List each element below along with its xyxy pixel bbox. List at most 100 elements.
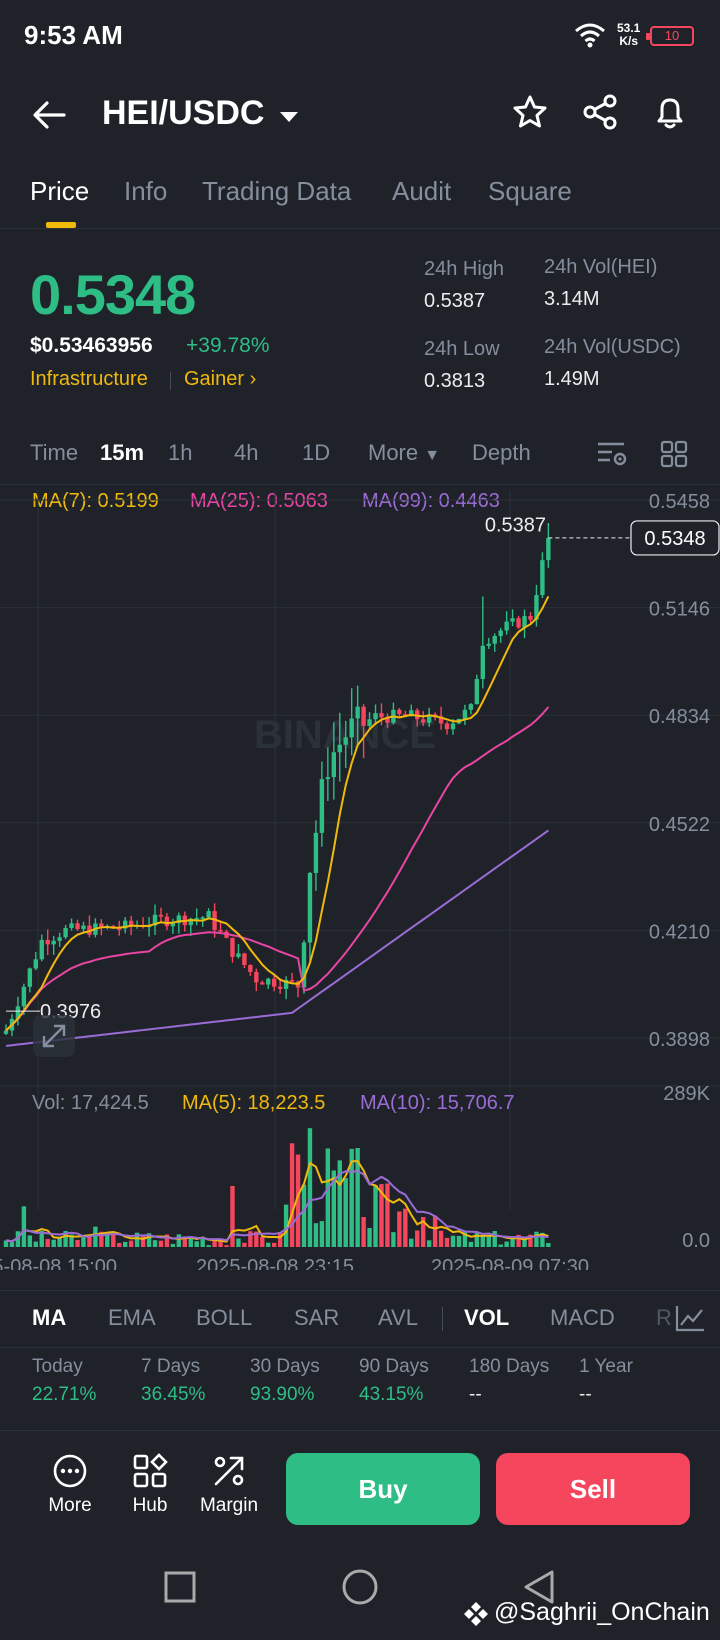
price-tick-label: 0.4834 bbox=[649, 706, 710, 728]
indicator-avl[interactable]: AVL bbox=[378, 1305, 418, 1330]
volume-bar bbox=[194, 1241, 199, 1247]
margin-button[interactable]: Margin bbox=[196, 1453, 262, 1517]
indicator-rsi[interactable]: R bbox=[656, 1305, 672, 1330]
volume-bar bbox=[206, 1245, 211, 1247]
tab-price[interactable]: Price bbox=[30, 176, 90, 206]
perf-label: Today bbox=[32, 1356, 83, 1377]
candle-body bbox=[343, 737, 348, 745]
volume-bar bbox=[313, 1223, 319, 1247]
indicator-sar[interactable]: SAR bbox=[294, 1305, 340, 1330]
candle-body bbox=[480, 645, 485, 680]
candle-body bbox=[438, 716, 444, 724]
candle-body bbox=[468, 704, 474, 710]
candle-body bbox=[272, 978, 277, 987]
indicator-ma[interactable]: MA bbox=[32, 1305, 67, 1330]
volume-bar bbox=[170, 1243, 176, 1247]
expand-icon[interactable] bbox=[32, 1014, 76, 1058]
gainer-tag[interactable]: Gainer › bbox=[184, 368, 257, 390]
volume-bar bbox=[307, 1128, 313, 1247]
volume-axis: 289K 0.0 bbox=[663, 1083, 710, 1252]
indicator-ema[interactable]: EMA bbox=[108, 1305, 156, 1330]
sell-button[interactable]: Sell bbox=[496, 1453, 690, 1525]
more-button[interactable]: More bbox=[40, 1453, 100, 1517]
candle-body bbox=[421, 719, 426, 723]
indicator-vol[interactable]: VOL bbox=[464, 1305, 510, 1330]
candle-body bbox=[3, 1030, 9, 1034]
tab-square[interactable]: Square bbox=[488, 176, 572, 206]
volume-bar bbox=[134, 1232, 140, 1247]
volume-bar bbox=[176, 1234, 182, 1247]
chart-settings-icon[interactable] bbox=[596, 440, 628, 468]
volume-bar bbox=[438, 1230, 444, 1247]
volume-bar bbox=[230, 1185, 235, 1247]
interval-more[interactable]: More ▼ bbox=[368, 440, 441, 465]
candle-body bbox=[81, 925, 86, 930]
tab-info[interactable]: Info bbox=[124, 176, 168, 206]
high-label: 24h High bbox=[424, 258, 505, 280]
volume-bar bbox=[81, 1235, 86, 1247]
indicator-settings-icon[interactable] bbox=[674, 1303, 706, 1333]
grid-layout-icon[interactable] bbox=[660, 440, 688, 468]
candle-body bbox=[39, 939, 44, 960]
indicator-boll[interactable]: BOLL bbox=[196, 1305, 253, 1330]
interval-15m[interactable]: 15m bbox=[100, 440, 145, 465]
candle-body bbox=[99, 923, 104, 927]
volume-bar bbox=[295, 1154, 301, 1247]
volume-bar bbox=[373, 1185, 378, 1247]
interval-depth[interactable]: Depth bbox=[472, 440, 531, 465]
candle-body bbox=[397, 709, 402, 715]
candle-body bbox=[486, 643, 491, 646]
recents-square-icon[interactable] bbox=[164, 1571, 196, 1603]
volume-bar bbox=[3, 1240, 9, 1247]
volume-bar bbox=[105, 1234, 110, 1247]
tab-audit[interactable]: Audit bbox=[392, 176, 452, 206]
volume-bar bbox=[277, 1232, 283, 1247]
candle-body bbox=[45, 939, 50, 945]
volume-bar bbox=[343, 1178, 348, 1247]
volume-bar bbox=[9, 1242, 15, 1247]
candle-body bbox=[212, 911, 217, 930]
pair-title[interactable]: HEI/USDC bbox=[102, 94, 265, 132]
share-icon[interactable] bbox=[582, 94, 618, 130]
buy-button[interactable]: Buy bbox=[286, 1453, 480, 1525]
chevron-right-icon: › bbox=[249, 368, 257, 390]
interval-time[interactable]: Time bbox=[30, 440, 79, 465]
indicator-macd[interactable]: MACD bbox=[550, 1305, 615, 1330]
candlestick-chart[interactable]: BINANCE 0.54580.51460.48340.45220.42100.… bbox=[0, 490, 720, 1270]
back-arrow-icon[interactable] bbox=[32, 100, 66, 130]
interval-4h[interactable]: 4h bbox=[234, 440, 259, 465]
volume-bar bbox=[75, 1239, 80, 1247]
back-triangle-icon[interactable] bbox=[522, 1569, 556, 1605]
candle-body bbox=[248, 964, 253, 972]
vol-ma10-line bbox=[5, 1170, 549, 1243]
chevron-down-icon[interactable] bbox=[278, 110, 300, 124]
candle-body bbox=[176, 915, 182, 924]
volume-bar bbox=[337, 1160, 342, 1247]
interval-1d[interactable]: 1D bbox=[302, 440, 331, 465]
star-icon[interactable] bbox=[512, 94, 548, 130]
high-value: 0.5387 bbox=[424, 290, 486, 312]
user-watermark: @Saghrii_OnChain bbox=[494, 1598, 710, 1626]
candle-body bbox=[242, 953, 247, 965]
hub-button[interactable]: Hub bbox=[120, 1453, 180, 1517]
tag-divider bbox=[170, 372, 171, 390]
perf-value: 36.45% bbox=[141, 1384, 206, 1405]
candle-body bbox=[63, 928, 68, 938]
volume-bar bbox=[474, 1233, 480, 1247]
candle-body bbox=[361, 706, 366, 726]
volume-bar bbox=[528, 1234, 533, 1247]
tab-trading-data[interactable]: Trading Data bbox=[202, 176, 352, 206]
candle-body bbox=[266, 978, 271, 985]
interval-1h[interactable]: 1h bbox=[168, 440, 193, 465]
ma7-line bbox=[5, 595, 550, 1032]
system-nav-bar bbox=[0, 1535, 720, 1640]
pair-header: HEI/USDC bbox=[0, 80, 720, 152]
sector-tag[interactable]: Infrastructure bbox=[30, 368, 148, 390]
bell-icon[interactable] bbox=[652, 94, 688, 130]
candle-body bbox=[236, 953, 241, 957]
volume-bar bbox=[45, 1238, 50, 1247]
ma99-line bbox=[5, 829, 549, 1047]
ma25-line bbox=[5, 706, 550, 1032]
home-circle-icon[interactable] bbox=[342, 1569, 378, 1605]
